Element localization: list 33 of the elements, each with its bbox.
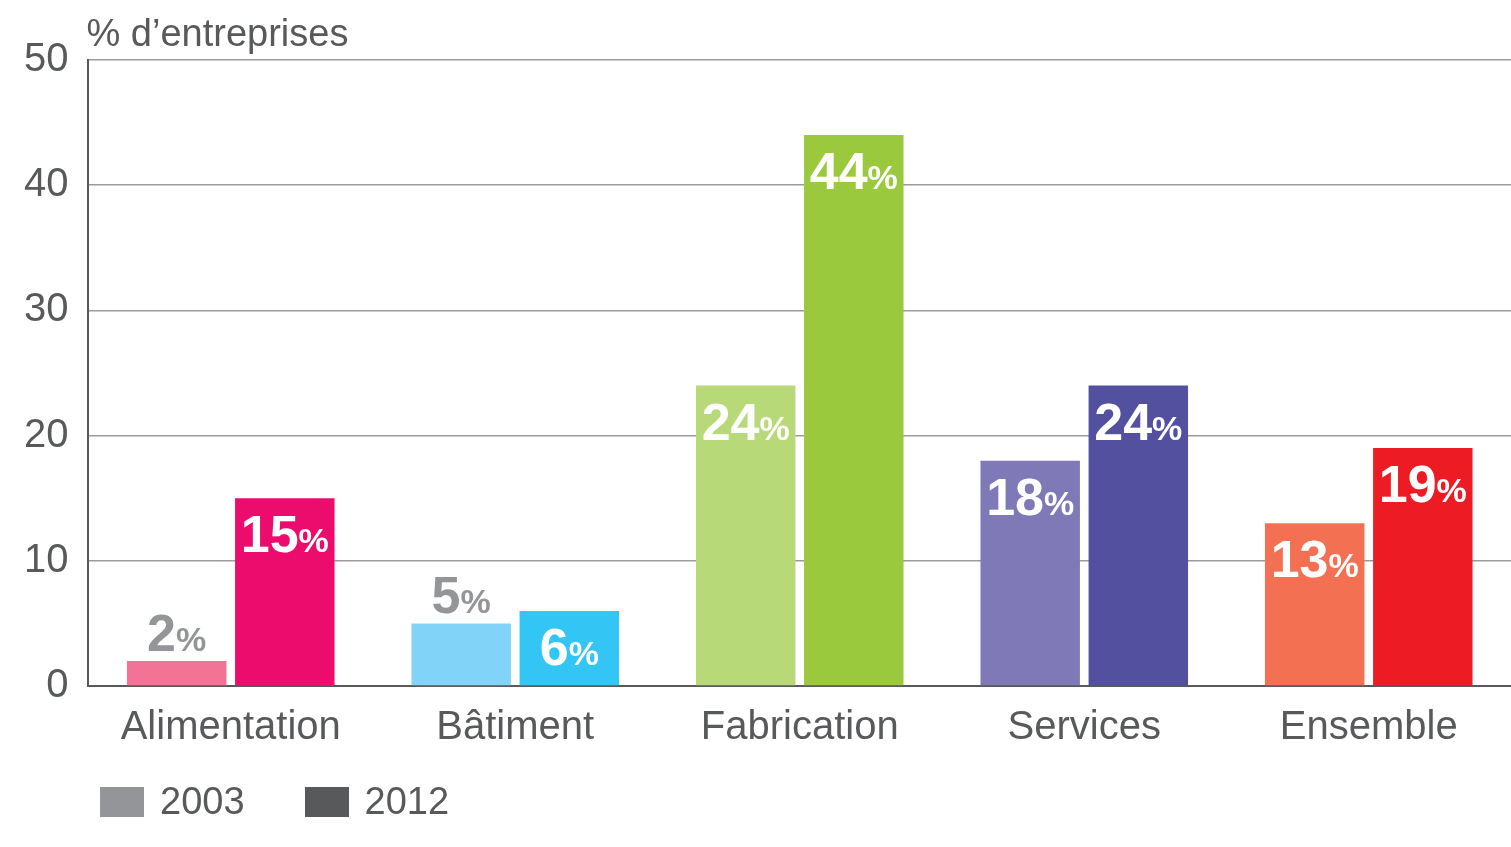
data-label: 44%	[809, 142, 898, 201]
bar	[980, 460, 1080, 686]
data-label: 5%	[431, 566, 491, 625]
y-tick-label: 50	[23, 35, 69, 80]
x-tick-label: Services	[1007, 703, 1161, 748]
x-tick-label: Ensemble	[1279, 703, 1458, 748]
data-label: 24%	[701, 392, 790, 451]
y-tick-label: 20	[23, 410, 69, 455]
bar	[1373, 448, 1473, 686]
x-tick-label: Bâtiment	[436, 703, 595, 748]
data-label: 19%	[1378, 455, 1467, 514]
bar	[1088, 385, 1189, 686]
bar	[235, 498, 335, 686]
text: 2012	[364, 780, 450, 823]
data-label: 15%	[240, 505, 329, 564]
y-tick-label: 0	[46, 661, 69, 706]
text: 2003	[160, 780, 245, 823]
data-label: 6%	[539, 617, 599, 676]
bar	[411, 623, 511, 686]
bar	[804, 135, 904, 686]
y-tick-label: 10	[23, 535, 69, 580]
y-tick-label: 30	[23, 285, 69, 330]
bar	[695, 385, 796, 686]
data-label: 13%	[1270, 530, 1359, 589]
bar	[1264, 523, 1365, 686]
data-label: 2%	[147, 603, 207, 662]
x-tick-label: Alimentation	[120, 703, 341, 748]
data-label: 24%	[1094, 392, 1183, 451]
data-label: 18%	[986, 467, 1075, 526]
bar	[126, 660, 227, 686]
y-axis-title: % d’entreprises	[86, 12, 349, 54]
x-tick-label: Fabrication	[700, 703, 899, 748]
y-tick-label: 40	[23, 160, 69, 205]
